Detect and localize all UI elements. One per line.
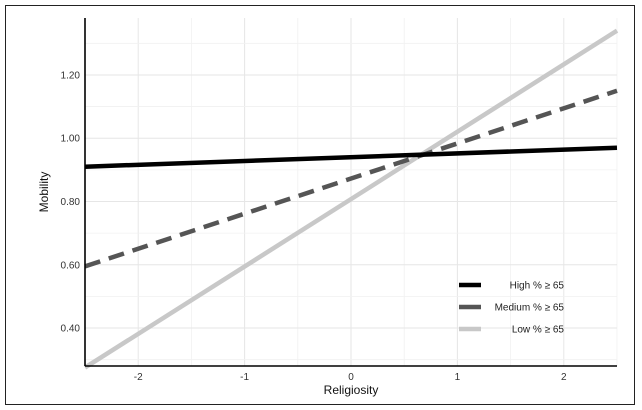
- series-lines: [83, 28, 619, 370]
- y-tick-labels: 0.40 0.60 0.80 1.00 1.20: [61, 70, 81, 334]
- x-tick-label: 1: [455, 372, 461, 383]
- axes: [84, 18, 617, 367]
- series-line-high: [84, 145, 618, 169]
- x-axis-title: Religiosity: [324, 383, 379, 397]
- x-tick-label: 2: [561, 372, 567, 383]
- legend-label-low: Low % ≥ 65: [512, 325, 565, 336]
- x-tick-label: -1: [240, 372, 249, 383]
- y-tick-label: 1.00: [61, 134, 81, 145]
- series-line-low: [83, 28, 619, 370]
- legend: High % ≥ 65 Medium % ≥ 65 Low % ≥ 65: [459, 281, 564, 336]
- chart-frame: [5, 5, 635, 405]
- grid-lines: [84, 18, 618, 366]
- y-tick-label: 0.60: [61, 260, 81, 271]
- y-tick-label: 0.80: [61, 197, 81, 208]
- y-tick-label: 0.40: [61, 324, 81, 335]
- y-tick-label: 1.20: [61, 70, 81, 81]
- y-axis-title: Mobility: [37, 172, 51, 213]
- legend-label-medium: Medium % ≥ 65: [495, 303, 565, 314]
- x-tick-label: 0: [348, 372, 354, 383]
- legend-label-high: High % ≥ 65: [510, 281, 565, 292]
- x-tick-labels: -2 -1 0 1 2: [134, 372, 567, 383]
- series-line-medium: [84, 88, 618, 269]
- x-tick-label: -2: [134, 372, 143, 383]
